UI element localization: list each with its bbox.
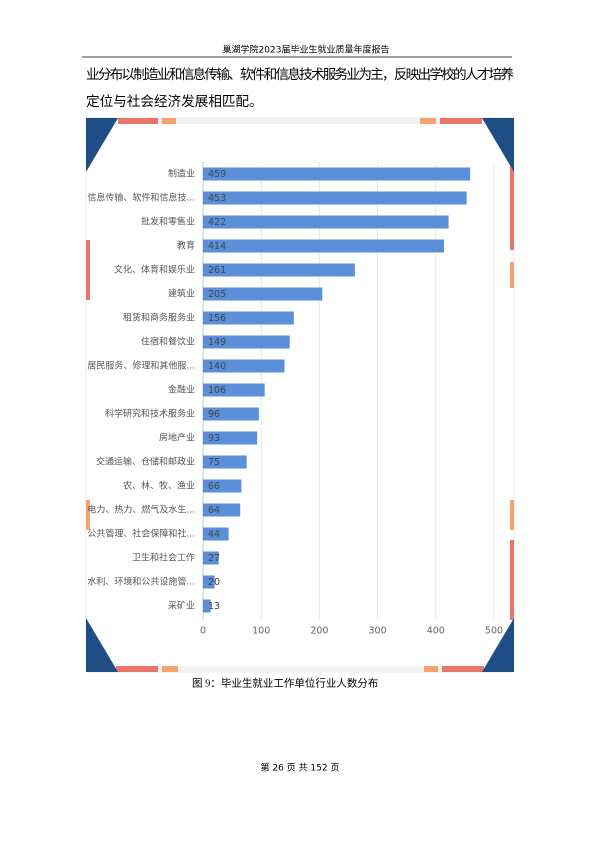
data-label: 66 <box>208 481 220 492</box>
y-tick-label: 电力、热力、燃气及水生... <box>87 504 195 516</box>
x-tick-label: 300 <box>369 626 387 637</box>
header-title: 巢湖学院2023届毕业生就业质量年度报告 <box>223 44 390 56</box>
data-label: 106 <box>208 385 226 396</box>
data-label: 75 <box>208 457 220 468</box>
y-tick-label: 金融业 <box>168 384 195 396</box>
y-tick-label: 信息传输、软件和信息技... <box>87 192 195 204</box>
data-label: 156 <box>208 313 226 324</box>
bar <box>203 431 258 445</box>
y-tick-label: 交通运输、仓储和邮政业 <box>96 456 195 468</box>
bar <box>203 311 294 325</box>
x-tick-label: 400 <box>427 626 445 637</box>
figure-caption: 图 9：毕业生就业工作单位行业人数分布 <box>192 676 378 689</box>
y-tick-label: 农、林、牧、渔业 <box>123 480 195 492</box>
data-label: 149 <box>208 337 226 348</box>
data-label: 205 <box>208 289 226 300</box>
x-tick-label: 0 <box>200 626 206 637</box>
bar <box>203 383 265 397</box>
y-tick-label: 房地产业 <box>159 432 195 444</box>
data-label: 93 <box>208 433 220 444</box>
bar <box>203 191 467 205</box>
data-label: 459 <box>208 169 226 180</box>
data-label: 422 <box>208 217 226 228</box>
bar <box>203 359 285 373</box>
x-tick-label: 200 <box>310 626 328 637</box>
data-label: 140 <box>208 361 226 372</box>
data-label: 261 <box>208 265 226 276</box>
data-label: 414 <box>208 241 226 252</box>
y-tick-label: 建筑业 <box>168 288 195 300</box>
data-label: 44 <box>208 529 220 540</box>
bar <box>203 263 355 277</box>
y-tick-label: 科学研究和技术服务业 <box>105 408 195 420</box>
bar <box>203 503 241 517</box>
chart-frame <box>85 117 515 673</box>
y-tick-label: 制造业 <box>168 168 195 180</box>
y-tick-label: 文化、体育和娱乐业 <box>114 264 195 276</box>
bar <box>203 527 229 541</box>
paragraph-line: 业分布以制造业和信息传输、软件和信息技术服务业为主，反映出学校的人才培养 <box>86 66 514 82</box>
data-label: 64 <box>208 505 220 516</box>
y-tick-label: 卫生和社会工作 <box>132 552 195 564</box>
y-tick-label: 租赁和商务服务业 <box>123 312 195 324</box>
y-tick-label: 居民服务、修理和其他服... <box>87 360 195 372</box>
data-label: 453 <box>208 193 226 204</box>
y-tick-label: 水利、环境和公共设施管... <box>87 576 195 588</box>
bar <box>203 455 247 469</box>
bar <box>203 599 211 613</box>
y-tick-label: 教育 <box>177 240 195 252</box>
bar <box>203 407 259 421</box>
bar <box>203 335 290 349</box>
bar <box>203 167 471 181</box>
data-label: 96 <box>208 409 220 420</box>
bar <box>203 479 242 493</box>
x-tick-label: 500 <box>485 626 503 637</box>
paragraph-line: 定位与社会经济发展相匹配。 <box>86 94 263 109</box>
bar <box>203 215 449 229</box>
y-tick-label: 住宿和餐饮业 <box>141 336 195 348</box>
data-label: 27 <box>208 553 220 564</box>
bar <box>203 239 444 253</box>
page-footer: 第 26 页 共 152 页 <box>261 762 340 774</box>
data-label: 20 <box>208 577 220 588</box>
y-tick-label: 公共管理、社会保障和社... <box>87 528 195 540</box>
bar <box>203 575 215 589</box>
data-label: 13 <box>208 601 220 612</box>
bar <box>203 287 323 301</box>
x-tick-label: 100 <box>252 626 270 637</box>
bar <box>203 551 219 565</box>
y-tick-label: 批发和零售业 <box>141 216 195 228</box>
y-tick-label: 采矿业 <box>168 600 195 612</box>
